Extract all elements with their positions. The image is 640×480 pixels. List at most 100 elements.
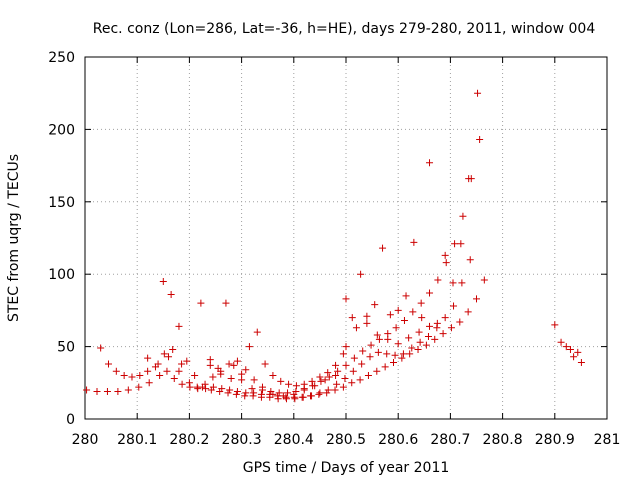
data-point [371,301,379,309]
x-tick-label: 280.5 [326,432,366,448]
data-point [474,89,482,97]
data-point [284,389,292,397]
data-point [449,279,457,287]
data-point [426,159,434,167]
data-point [375,335,383,343]
data-point [332,361,340,369]
data-point [352,324,360,332]
data-point [136,372,144,380]
data-point [384,335,392,343]
data-point [439,330,447,338]
data-point [163,367,171,375]
data-point [227,374,235,382]
data-point [144,354,152,362]
data-point [359,347,367,355]
x-tick-label: 280.3 [222,432,262,448]
data-point [339,383,347,391]
data-point [165,353,173,361]
data-point [185,379,193,387]
data-point [156,372,164,380]
x-tick-label: 280 [72,432,99,448]
data-point [253,328,261,336]
x-tick-label: 280.4 [274,432,314,448]
data-point [178,380,186,388]
data-point [342,295,350,303]
data-point [447,324,455,332]
data-point [232,390,240,398]
data-point [112,367,120,375]
data-point [418,314,426,322]
data-point [249,392,257,400]
data-point [202,385,210,393]
data-point [410,238,418,246]
data-point [323,389,331,397]
data-point [426,289,434,297]
data-point [325,373,333,381]
x-tick-label: 280.6 [378,432,418,448]
data-point [266,393,274,401]
data-point [417,299,425,307]
data-point [464,308,472,316]
data-point [222,299,230,307]
data-point [400,317,408,325]
data-point [275,389,283,397]
x-tick-label: 280.8 [483,432,523,448]
y-axis: 0 50 100 150 200 250 [48,50,607,428]
data-point [357,270,365,278]
data-point [381,363,389,371]
data-point [356,376,364,384]
data-point [358,360,366,368]
data-point [224,389,232,397]
data-point [476,136,484,144]
data-point [457,240,465,248]
data-point [242,389,250,397]
data-point [379,244,387,252]
data-point [349,367,357,375]
data-points [83,89,585,403]
data-point [308,377,316,385]
y-tick-label: 150 [48,195,75,211]
data-point [315,390,323,398]
data-point [348,379,356,387]
data-point [342,343,350,351]
data-point [402,292,410,300]
data-point [290,390,298,398]
data-point [245,343,253,351]
data-point [348,314,356,322]
x-axis: 280 280.1 280.2 280.3 280.4 280.5 280.6 280.7 28… [72,57,621,448]
data-point [128,373,136,381]
data-point [241,392,249,400]
x-tick-label: 281 [594,432,621,448]
x-tick-label: 280.7 [430,432,470,448]
chart-title: Rec. conz (Lon=286, Lat=-36, h=HE), days… [93,21,596,37]
data-point [167,290,175,298]
data-point [406,350,414,358]
data-point [299,393,307,401]
data-point [169,345,177,353]
data-point [433,319,441,327]
data-point [279,392,287,400]
data-point [456,318,464,326]
data-point [408,344,416,352]
data-point [206,356,214,364]
data-point [207,386,215,394]
data-point [577,359,585,367]
data-point [339,350,347,358]
data-point [373,367,381,375]
data-point [416,338,424,346]
data-point [308,392,316,400]
data-point [324,369,332,377]
data-point [135,383,143,391]
data-point [226,386,234,394]
data-point [364,372,372,380]
data-point [216,387,224,395]
data-point [383,350,391,358]
data-point [160,350,168,358]
data-point [233,387,241,395]
data-point [566,345,574,353]
data-point [214,364,222,372]
data-point [334,367,342,375]
data-point [83,386,91,394]
data-point [103,387,111,395]
data-point [473,295,480,303]
